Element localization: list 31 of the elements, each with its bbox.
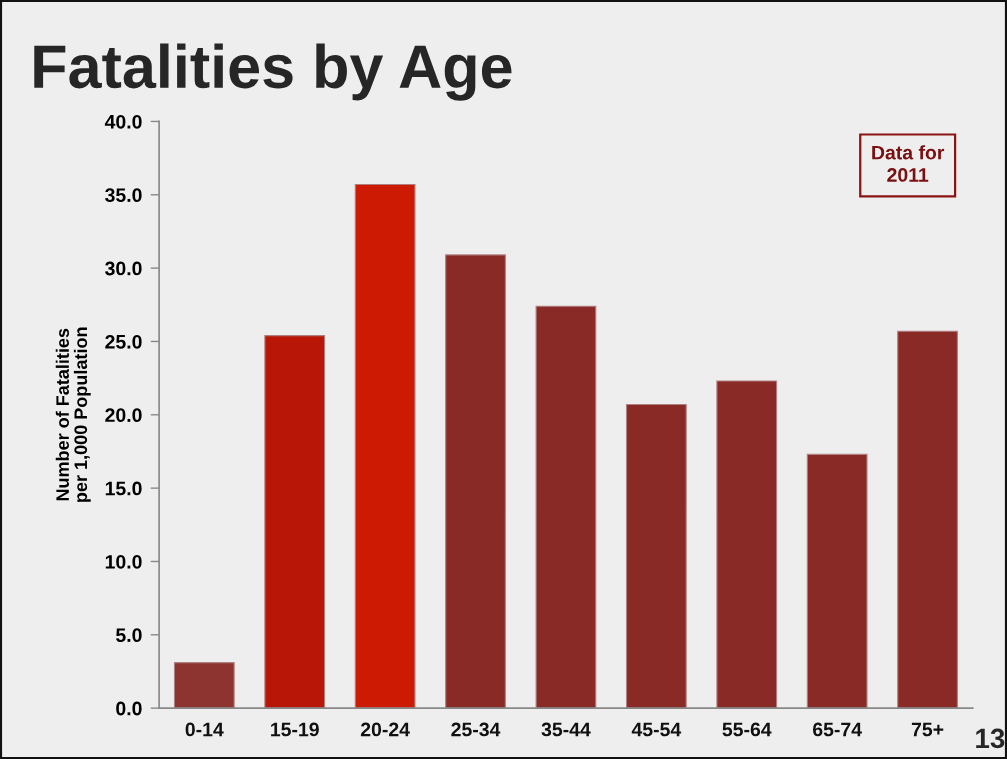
text: 13 <box>976 728 1005 749</box>
y-tick-label: 15.0 <box>105 481 142 496</box>
bar <box>535 305 597 709</box>
x-tick-label: 35-44 <box>541 722 591 737</box>
x-tick-label: 55-64 <box>722 722 772 737</box>
bar <box>354 183 416 709</box>
bar <box>173 662 235 709</box>
x-tick-label: 0-14 <box>185 722 224 737</box>
y-tick-label: 20.0 <box>105 408 142 423</box>
y-tick-label: 40.0 <box>104 114 142 129</box>
y-tick-label: 0.0 <box>116 701 142 716</box>
x-tick-label: 45-54 <box>631 722 682 737</box>
annotation: Data for 2011 <box>872 145 945 182</box>
y-tick-label: 35.0 <box>105 188 142 203</box>
y-tick-label: 30.0 <box>105 261 142 276</box>
bar <box>625 403 687 709</box>
x-tick-label: 65-74 <box>813 722 862 737</box>
bar <box>716 380 778 709</box>
x-tick-label: 20-24 <box>360 722 410 737</box>
bar <box>264 335 326 709</box>
bar <box>897 330 958 709</box>
chart-title: Fatalities by Age <box>34 43 512 101</box>
y-axis-title: Number of Fatalities per 1,000 Population <box>55 327 91 502</box>
x-tick-label: 15-19 <box>271 722 319 737</box>
bar <box>445 254 506 709</box>
y-tick-label: 10.0 <box>105 554 142 569</box>
y-tick-label: 25.0 <box>105 334 142 349</box>
x-tick-label: 75+ <box>911 722 944 737</box>
bar <box>806 453 868 709</box>
x-tick-label: 25-34 <box>451 722 501 737</box>
y-tick-label: 5.0 <box>116 628 142 643</box>
